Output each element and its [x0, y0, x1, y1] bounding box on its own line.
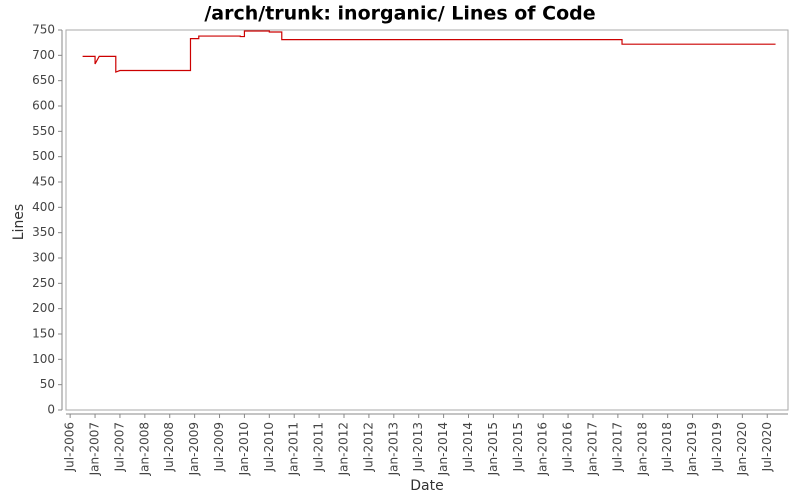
x-tick-label: Jul-2020 [760, 422, 774, 472]
x-tick-label: Jul-2013 [411, 422, 425, 472]
x-tick-label: Jul-2006 [63, 422, 77, 472]
x-tick-label: Jul-2014 [461, 422, 475, 472]
y-tick-label: 250 [32, 276, 55, 290]
x-tick-label: Jul-2010 [262, 422, 276, 472]
x-tick-label: Jan-2010 [237, 422, 251, 476]
y-tick-label: 0 [47, 403, 55, 417]
x-tick-label: Jan-2016 [536, 422, 550, 476]
y-tick-label: 300 [32, 251, 55, 265]
y-tick-label: 50 [40, 377, 55, 391]
y-tick-label: 150 [32, 327, 55, 341]
x-tick-label: Jan-2019 [685, 422, 699, 476]
y-tick-label: 750 [32, 23, 55, 37]
y-tick-label: 400 [32, 200, 55, 214]
x-tick-label: Jul-2008 [162, 422, 176, 472]
x-tick-label: Jan-2020 [735, 422, 749, 476]
x-tick-label: Jan-2013 [386, 422, 400, 476]
plot-area [65, 29, 789, 411]
x-tick-label: Jul-2011 [312, 422, 326, 472]
x-tick-label: Jul-2019 [710, 422, 724, 472]
y-tick-label: 350 [32, 225, 55, 239]
x-tick-label: Jan-2018 [635, 422, 649, 476]
x-tick-label: Jan-2014 [436, 422, 450, 476]
x-tick-label: Jul-2016 [561, 422, 575, 472]
x-tick-label: Jul-2007 [112, 422, 126, 472]
x-tick-label: Jul-2015 [511, 422, 525, 472]
x-tick-label: Jan-2009 [187, 422, 201, 476]
chart-title: /arch/trunk: inorganic/ Lines of Code [204, 3, 595, 25]
y-tick-label: 550 [32, 124, 55, 138]
x-tick-label: Jul-2012 [361, 422, 375, 472]
y-tick-label: 700 [32, 48, 55, 62]
x-tick-label: Jan-2015 [486, 422, 500, 476]
x-tick-label: Jan-2017 [585, 422, 599, 476]
data-line [82, 30, 776, 73]
x-tick-label: Jul-2009 [212, 422, 226, 472]
y-tick-label: 650 [32, 73, 55, 87]
x-tick-label: Jul-2017 [610, 422, 624, 472]
x-tick-label: Jul-2018 [660, 422, 674, 472]
y-tick-label: 200 [32, 301, 55, 315]
x-tick-label: Jan-2012 [337, 422, 351, 476]
y-tick-label: 500 [32, 149, 55, 163]
x-tick-label: Jan-2011 [287, 422, 301, 476]
x-tick-label: Jan-2008 [137, 422, 151, 476]
y-tick-label: 600 [32, 99, 55, 113]
x-tick-label: Jan-2007 [88, 422, 102, 476]
y-tick-label: 450 [32, 175, 55, 189]
y-axis-label: Lines [11, 204, 27, 240]
x-axis-label: Date [410, 478, 443, 494]
y-tick-label: 100 [32, 352, 55, 366]
